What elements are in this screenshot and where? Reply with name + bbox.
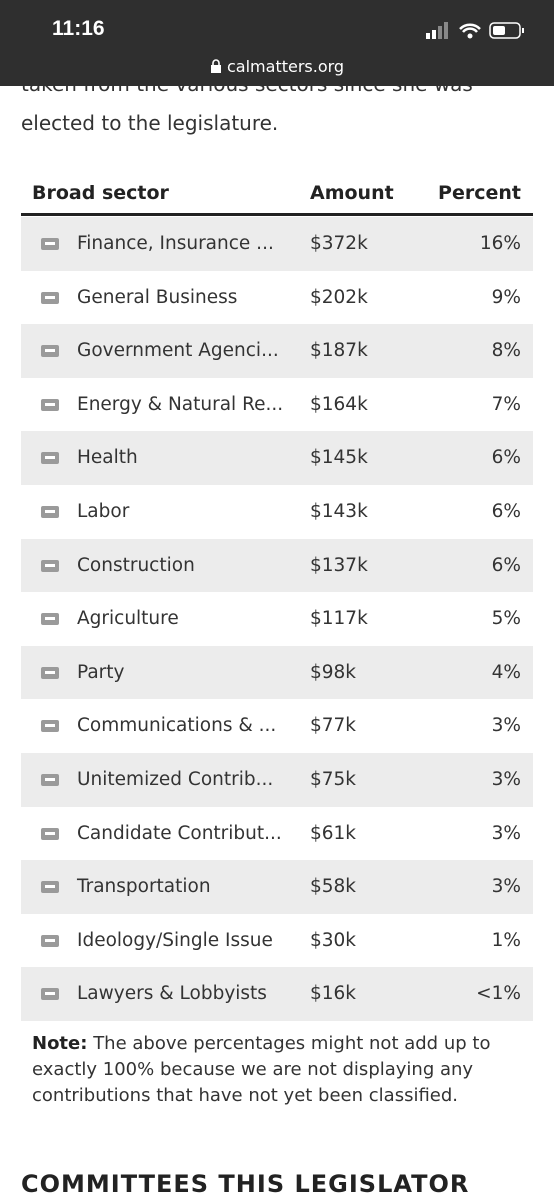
table-row: Labor $143k 6% [21, 485, 533, 539]
clock: 11:16 [52, 17, 105, 40]
percent: 4% [491, 661, 521, 683]
table-row: Agriculture $117k 5% [21, 592, 533, 646]
amount: $77k [310, 715, 357, 737]
header-rule [21, 213, 533, 216]
table-row: General Business $202k 9% [21, 271, 533, 325]
amount: $117k [310, 608, 368, 630]
percent: 3% [491, 822, 521, 844]
percent: 8% [491, 340, 521, 362]
percent: 3% [491, 876, 521, 898]
table-row: Finance, Insurance ... $372k 16% [21, 217, 533, 271]
sector-icon [41, 934, 59, 947]
percent: 16% [479, 233, 521, 254]
note: Note: The above percentages might not ad… [32, 1031, 522, 1109]
sector-icon [41, 452, 59, 465]
amount: $58k [310, 876, 357, 898]
column-header: Percent [438, 182, 521, 204]
percent: 1% [491, 929, 521, 951]
percent: 5% [491, 608, 521, 630]
column-header: Amount [310, 182, 394, 204]
url: calmatters.org [227, 57, 345, 76]
sector-icon [41, 720, 59, 733]
status-bar: 11:16 calmatters.org [0, 0, 554, 86]
table-row: Government Agenci... $187k 8% [21, 324, 533, 378]
percent: 6% [491, 501, 521, 522]
amount: $137k [310, 554, 368, 576]
sector-name: Agriculture [77, 608, 179, 630]
note-text: The above percentages might not add up t… [32, 1033, 491, 1106]
table-row: Construction $137k 6% [21, 538, 533, 593]
amount: $75k [310, 769, 357, 790]
sector-name: General Business [77, 286, 238, 308]
percent: <1% [476, 983, 521, 1005]
table-row: Communications & ... $77k 3% [21, 699, 533, 753]
amount: $145k [310, 447, 368, 469]
sector-name: Labor [77, 501, 130, 522]
table-row: Transportation $58k 3% [21, 860, 533, 914]
sector-name: Party [77, 661, 125, 683]
sector-icon [41, 398, 59, 411]
sector-name: Finance, Insurance ... [77, 233, 274, 254]
percent: 9% [491, 286, 521, 308]
status-icons [426, 22, 524, 39]
sector-icon [41, 291, 59, 304]
note-label: Note: [32, 1033, 88, 1054]
sector-name: Communications & ... [77, 715, 277, 737]
lock-icon [210, 59, 221, 73]
amount: $30k [310, 929, 357, 951]
sector-icon [41, 827, 59, 840]
sector-icon [41, 666, 59, 679]
amount: $143k [310, 501, 368, 522]
sector-name: Energy & Natural Re... [77, 393, 284, 415]
amount: $61k [310, 822, 357, 844]
column-header: Broad sector [32, 182, 169, 204]
table-row: Energy & Natural Re... $164k 7% [21, 378, 533, 432]
percent: 3% [491, 769, 521, 790]
sector-name: Health [77, 447, 138, 469]
amount: $372k [310, 233, 368, 254]
amount: $202k [310, 286, 368, 308]
sector-icon [41, 345, 59, 358]
sector-name: Candidate Contribut... [77, 822, 282, 844]
percent: 3% [491, 715, 521, 737]
percent: 6% [491, 447, 521, 469]
sector-icon [41, 881, 59, 894]
sector-icon [41, 774, 59, 786]
table-row: Party $98k 4% [21, 645, 533, 700]
sector-icon [41, 559, 59, 572]
sector-name: Transportation [77, 876, 211, 898]
amount: $187k [310, 340, 368, 362]
percent: 7% [491, 393, 521, 415]
url-bar[interactable]: calmatters.org [0, 57, 554, 76]
section-heading: COMMITTEES THIS LEGISLATOR [21, 1170, 470, 1198]
sector-name: Lawyers & Lobbyists [77, 983, 267, 1005]
sector-icon [41, 988, 59, 1001]
sector-name: Government Agenci... [77, 340, 279, 362]
amount: $98k [310, 661, 357, 683]
sector-name: Construction [77, 554, 195, 576]
sector-icon [41, 238, 59, 250]
sector-name: Unitemized Contrib... [77, 769, 274, 790]
amount: $16k [310, 983, 357, 1005]
amount: $164k [310, 393, 368, 415]
table-row: Health $145k 6% [21, 431, 533, 485]
table-row: Candidate Contribut... $61k 3% [21, 807, 533, 861]
percent: 6% [491, 554, 521, 576]
table-row: Ideology/Single Issue $30k 1% [21, 914, 533, 968]
intro-text: elected to the legislature. [21, 111, 279, 135]
sector-icon [41, 506, 59, 518]
table-row: Unitemized Contrib... $75k 3% [21, 753, 533, 807]
table-row: Lawyers & Lobbyists $16k <1% [21, 967, 533, 1021]
sector-name: Ideology/Single Issue [77, 929, 273, 951]
sector-icon [41, 613, 59, 626]
